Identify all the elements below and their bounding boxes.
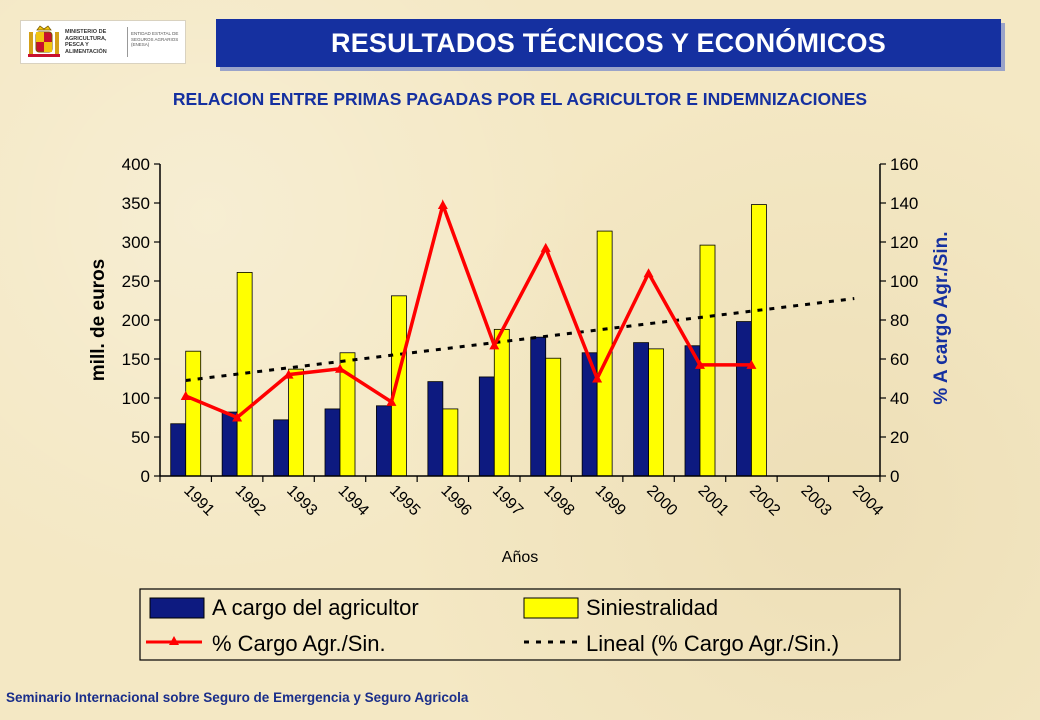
combo-chart: 0 50 100 150 200 250 300 350 400 0 20 40 60 80 100 120 1… bbox=[88, 155, 952, 661]
legend-box bbox=[139, 588, 901, 661]
line-point-1996 bbox=[437, 199, 448, 209]
y2-tick-label-140: 140 bbox=[890, 194, 918, 213]
x-tick-label-1995: 1995 bbox=[386, 482, 423, 519]
line-point-1991 bbox=[180, 391, 191, 401]
bar-siniestralidad-2000 bbox=[648, 348, 664, 477]
line-point-1994 bbox=[335, 363, 345, 373]
x-tick-label-1996: 1996 bbox=[437, 482, 474, 519]
y2-tick-label-100: 100 bbox=[890, 272, 918, 291]
line-point-1992 bbox=[232, 412, 243, 422]
y2-tick-label-0: 0 bbox=[890, 467, 899, 486]
line-point-1993 bbox=[283, 369, 294, 379]
line-point-2001 bbox=[695, 359, 705, 369]
bar-siniestralidad-1993 bbox=[288, 368, 304, 477]
y2-tick-label-20: 20 bbox=[890, 428, 909, 447]
x-tick-label-2000: 2000 bbox=[643, 482, 680, 519]
bar-siniestralidad-2002 bbox=[751, 204, 767, 477]
y2-tick-label-60: 60 bbox=[890, 350, 909, 369]
legend-label-primary-bar: A cargo del agricultor bbox=[212, 595, 419, 620]
x-tick-label-1999: 1999 bbox=[592, 482, 629, 519]
bar-agricultor-1992 bbox=[221, 411, 238, 477]
bar-siniestralidad-1997 bbox=[493, 328, 510, 477]
footer-text: Seminario Internacional sobre Seguro de … bbox=[6, 690, 469, 705]
x-tick-label-2004: 2004 bbox=[849, 482, 886, 519]
legend-label-secondary-bar: Siniestralidad bbox=[586, 595, 718, 620]
x-tick-label-1993: 1993 bbox=[283, 482, 320, 519]
line-point-1997 bbox=[489, 340, 500, 350]
bar-siniestralidad-1991 bbox=[185, 350, 202, 477]
logo-entity-text: ENTIDAD ESTATAL DE SEGUROS AGRARIOS (ENE… bbox=[131, 31, 179, 47]
y2-tick-label-120: 120 bbox=[890, 233, 918, 252]
title-banner: RESULTADOS TÉCNICOS Y ECONÓMICOS bbox=[216, 19, 1001, 67]
bar-siniestralidad-1995 bbox=[391, 295, 407, 477]
legend-swatch-primary-bar bbox=[149, 597, 205, 619]
y-tick-label-400: 400 bbox=[122, 155, 150, 174]
line-point-1995 bbox=[386, 396, 397, 406]
x-tick-label-2003: 2003 bbox=[797, 482, 834, 519]
logo-divider bbox=[127, 27, 128, 57]
bar-agricultor-2002 bbox=[736, 321, 752, 477]
y2-axis-label: % A cargo Agr./Sin. bbox=[931, 231, 952, 404]
bar-agricultor-2000 bbox=[633, 342, 649, 477]
legend-swatch-secondary-bar bbox=[523, 597, 579, 619]
y-tick-label-350: 350 bbox=[122, 194, 150, 213]
line-point-1998 bbox=[540, 242, 551, 252]
y-tick-label-50: 50 bbox=[131, 428, 150, 447]
y-axis-label: mill. de euros bbox=[88, 259, 109, 381]
line-point-1999 bbox=[592, 373, 603, 383]
legend-label-trendline: Lineal (% Cargo Agr./Sin.) bbox=[586, 631, 839, 656]
chart-subtitle: RELACION ENTRE PRIMAS PAGADAS POR EL AGR… bbox=[172, 89, 868, 109]
page-title: RESULTADOS TÉCNICOS Y ECONÓMICOS bbox=[331, 27, 886, 58]
y2-tick-label-160: 160 bbox=[890, 155, 918, 174]
bar-agricultor-1993 bbox=[273, 419, 289, 477]
x-tick-label-1992: 1992 bbox=[232, 482, 269, 519]
bar-siniestralidad-2001 bbox=[699, 244, 716, 477]
legend-label-line: % Cargo Agr./Sin. bbox=[212, 631, 386, 656]
ministry-logo: MINISTERIO DE AGRICULTURA, PESCA Y ALIME… bbox=[20, 20, 186, 64]
line-point-2002 bbox=[746, 359, 757, 369]
bar-siniestralidad-1996 bbox=[442, 408, 459, 477]
y-tick-label-300: 300 bbox=[122, 233, 150, 252]
line-point-2000 bbox=[643, 268, 654, 278]
bar-siniestralidad-1992 bbox=[236, 272, 253, 477]
x-tick-label-1998: 1998 bbox=[540, 482, 577, 519]
line-pct-cargo bbox=[185, 199, 752, 420]
bar-agricultor-1994 bbox=[324, 408, 341, 477]
bar-agricultor-1998 bbox=[530, 336, 547, 477]
logo-ministry-text: MINISTERIO DE AGRICULTURA, PESCA Y ALIME… bbox=[65, 29, 107, 55]
y-tick-label-250: 250 bbox=[122, 272, 150, 291]
y2-tick-label-80: 80 bbox=[890, 311, 909, 330]
legend: A cargo del agricultor Siniestralidad % … bbox=[139, 588, 901, 661]
x-tick-label-2001: 2001 bbox=[695, 482, 732, 519]
trendline bbox=[185, 297, 855, 382]
bar-agricultor-1996 bbox=[427, 381, 444, 477]
x-tick-label-1994: 1994 bbox=[335, 482, 372, 519]
y-tick-label-200: 200 bbox=[122, 311, 150, 330]
bar-agricultor-1995 bbox=[376, 405, 392, 477]
y-tick-label-0: 0 bbox=[141, 467, 150, 486]
legend-marker-line bbox=[169, 636, 179, 645]
y2-tick-label-40: 40 bbox=[890, 389, 909, 408]
bar-agricultor-1997 bbox=[478, 376, 495, 477]
bar-siniestralidad-1998 bbox=[545, 357, 562, 477]
x-tick-label-1991: 1991 bbox=[180, 482, 217, 519]
bar-agricultor-1991 bbox=[170, 423, 187, 477]
coat-of-arms-icon bbox=[28, 25, 60, 57]
x-tick-label-1997: 1997 bbox=[489, 482, 526, 519]
x-tick-label-2002: 2002 bbox=[746, 482, 783, 519]
y-tick-label-100: 100 bbox=[122, 389, 150, 408]
y-tick-label-150: 150 bbox=[122, 350, 150, 369]
x-axis-label: Años bbox=[502, 549, 538, 566]
